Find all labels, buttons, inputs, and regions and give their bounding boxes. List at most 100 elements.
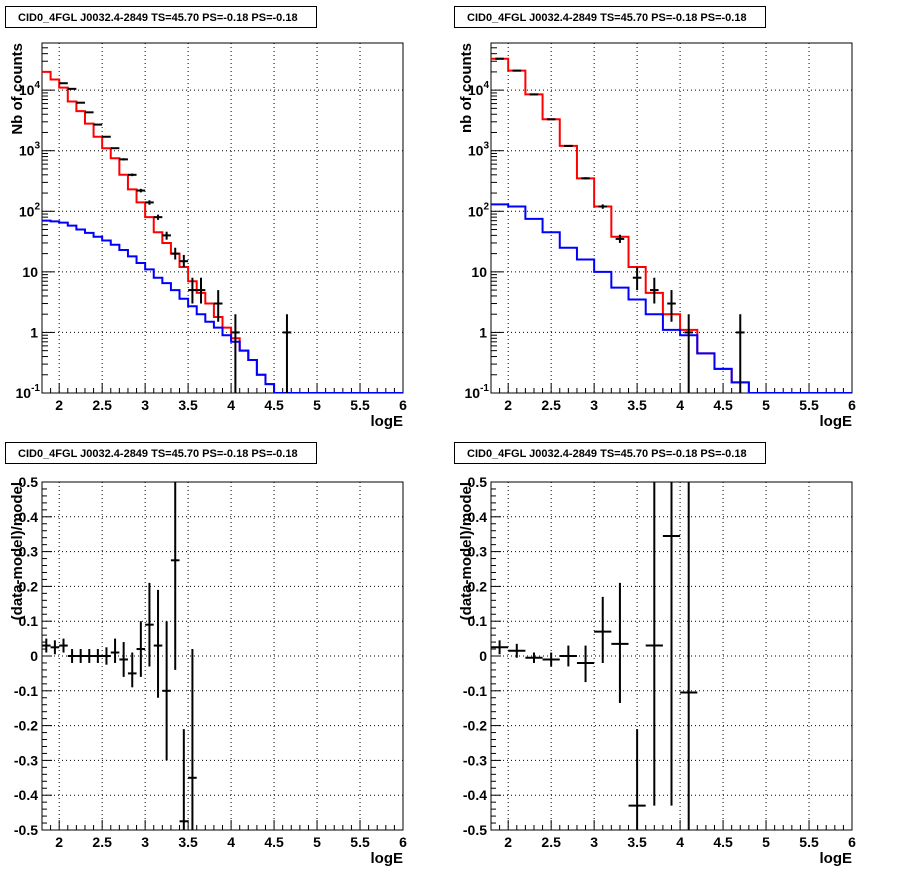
data-point bbox=[684, 314, 693, 393]
data-point bbox=[162, 231, 171, 240]
data-point bbox=[127, 652, 137, 688]
plot-frame bbox=[490, 42, 853, 394]
y-tick-label: 0.1 bbox=[19, 613, 39, 629]
plot-area bbox=[42, 70, 403, 393]
axis-ticks bbox=[41, 42, 404, 394]
data-point bbox=[67, 87, 77, 90]
data-point bbox=[145, 200, 154, 205]
data-point bbox=[179, 254, 189, 268]
data-point bbox=[188, 277, 197, 304]
chart-title-1: CID0_4FGL J0032.4-2849 TS=45.70 PS=-0.18… bbox=[454, 6, 766, 28]
data-point bbox=[529, 93, 539, 96]
model-total-histogram bbox=[491, 57, 852, 393]
x-tick-label: 3.5 bbox=[178, 397, 198, 413]
x-tick-label: 3 bbox=[141, 834, 149, 850]
y-tick-label: 0 bbox=[30, 648, 38, 664]
y-axis-title: nb of counts bbox=[458, 43, 475, 133]
x-tick-label: 3.5 bbox=[178, 834, 198, 850]
y-tick-label: 1 bbox=[30, 324, 38, 340]
y-tick-label: -0.4 bbox=[14, 787, 38, 803]
chart-panel-residuals-left: 2 2.5 3 3.5 4 4.5 5 5.5 6 -0.5 -0.4 -0.3 -0.2 -0.1 0 0.… bbox=[0, 437, 449, 874]
data-point bbox=[119, 158, 128, 161]
data-point bbox=[76, 101, 85, 104]
plot-area bbox=[42, 482, 197, 830]
y-tick-label: -0.2 bbox=[14, 718, 38, 734]
data-point bbox=[667, 290, 676, 322]
x-axis-title: logE bbox=[820, 850, 853, 867]
data-point bbox=[145, 582, 154, 667]
x-tick-label: 2.5 bbox=[92, 397, 112, 413]
data-point bbox=[59, 638, 68, 653]
y-tick-label: 102 bbox=[468, 201, 490, 219]
chart-panel-counts-right: 2 2.5 3 3.5 4 4.5 5 5.5 6 10-1 1 10 102 103 104 logE nb … bbox=[449, 0, 898, 437]
data-point bbox=[153, 214, 163, 220]
model-background-histogram bbox=[42, 219, 403, 393]
axis-ticks bbox=[490, 42, 853, 394]
data-point bbox=[59, 82, 68, 85]
x-tick-label: 3.5 bbox=[627, 397, 647, 413]
data-point bbox=[611, 582, 629, 703]
y-tick-label: 10 bbox=[471, 264, 487, 280]
y-tick-label: -0.4 bbox=[463, 787, 487, 803]
data-point bbox=[559, 645, 577, 667]
data-point bbox=[162, 621, 171, 761]
data-point bbox=[136, 621, 146, 677]
chart-title-0: CID0_4FGL J0032.4-2849 TS=45.70 PS=-0.18… bbox=[5, 6, 317, 28]
y-tick-label: 0 bbox=[479, 648, 487, 664]
data-point bbox=[632, 267, 642, 291]
y-tick-label: 10-1 bbox=[465, 383, 490, 401]
plot-area bbox=[491, 482, 698, 830]
data-point bbox=[213, 290, 223, 322]
model-background-histogram bbox=[491, 203, 852, 393]
data-point bbox=[491, 640, 509, 655]
x-tick-label: 5 bbox=[762, 834, 770, 850]
x-tick-label: 4.5 bbox=[264, 397, 284, 413]
x-tick-label: 5.5 bbox=[799, 397, 819, 413]
data-point bbox=[179, 729, 189, 830]
y-tick-label: -0.1 bbox=[463, 683, 487, 699]
y-tick-label: -0.1 bbox=[14, 683, 38, 699]
x-axis-title: logE bbox=[820, 413, 853, 430]
x-tick-label: 4 bbox=[227, 397, 235, 413]
y-tick-label: 10-1 bbox=[16, 383, 41, 401]
data-point bbox=[628, 729, 646, 830]
data-point bbox=[645, 482, 663, 806]
axis-ticks bbox=[41, 481, 404, 831]
data-point bbox=[127, 173, 137, 177]
chart-plot-2: 2 2.5 3 3.5 4 4.5 5 5.5 6 -0.5 -0.4 -0.3 -0.2 -0.1 0 0.… bbox=[9, 474, 407, 867]
y-axis-title: (data-model)/model bbox=[9, 482, 26, 620]
y-tick-label: 103 bbox=[468, 141, 490, 159]
y-tick-label: 0.2 bbox=[468, 578, 488, 594]
x-tick-label: 6 bbox=[848, 834, 856, 850]
axis-ticks bbox=[490, 481, 853, 831]
y-tick-label: 0.4 bbox=[19, 509, 39, 525]
data-point bbox=[50, 640, 60, 655]
x-tick-label: 2 bbox=[55, 397, 63, 413]
data-point bbox=[102, 135, 111, 138]
data-point bbox=[136, 188, 146, 193]
y-tick-label: 104 bbox=[468, 80, 490, 98]
y-tick-label: -0.3 bbox=[14, 752, 38, 768]
data-point bbox=[170, 482, 180, 670]
grid-lines bbox=[42, 43, 403, 393]
y-tick-label: 102 bbox=[19, 201, 41, 219]
y-tick-label: -0.5 bbox=[14, 822, 38, 838]
chart-panel-residuals-right: 2 2.5 3 3.5 4 4.5 5 5.5 6 -0.5 -0.4 -0.3 -0.2 -0.1 0 0.… bbox=[449, 437, 898, 874]
data-point bbox=[598, 204, 608, 209]
data-point bbox=[542, 652, 560, 667]
x-tick-label: 4.5 bbox=[713, 834, 733, 850]
x-tick-label: 3.5 bbox=[627, 834, 647, 850]
y-tick-label: 1 bbox=[479, 324, 487, 340]
x-tick-label: 4.5 bbox=[264, 834, 284, 850]
data-point bbox=[119, 642, 128, 677]
x-tick-label: 6 bbox=[848, 397, 856, 413]
y-tick-label: 0.5 bbox=[468, 474, 488, 490]
data-point bbox=[170, 247, 180, 260]
data-point bbox=[110, 638, 120, 663]
x-tick-label: 5.5 bbox=[350, 834, 370, 850]
x-axis-title: logE bbox=[371, 850, 404, 867]
grid-lines bbox=[491, 43, 852, 393]
x-tick-label: 3 bbox=[590, 834, 598, 850]
data-point bbox=[153, 589, 163, 698]
data-point bbox=[84, 111, 94, 114]
